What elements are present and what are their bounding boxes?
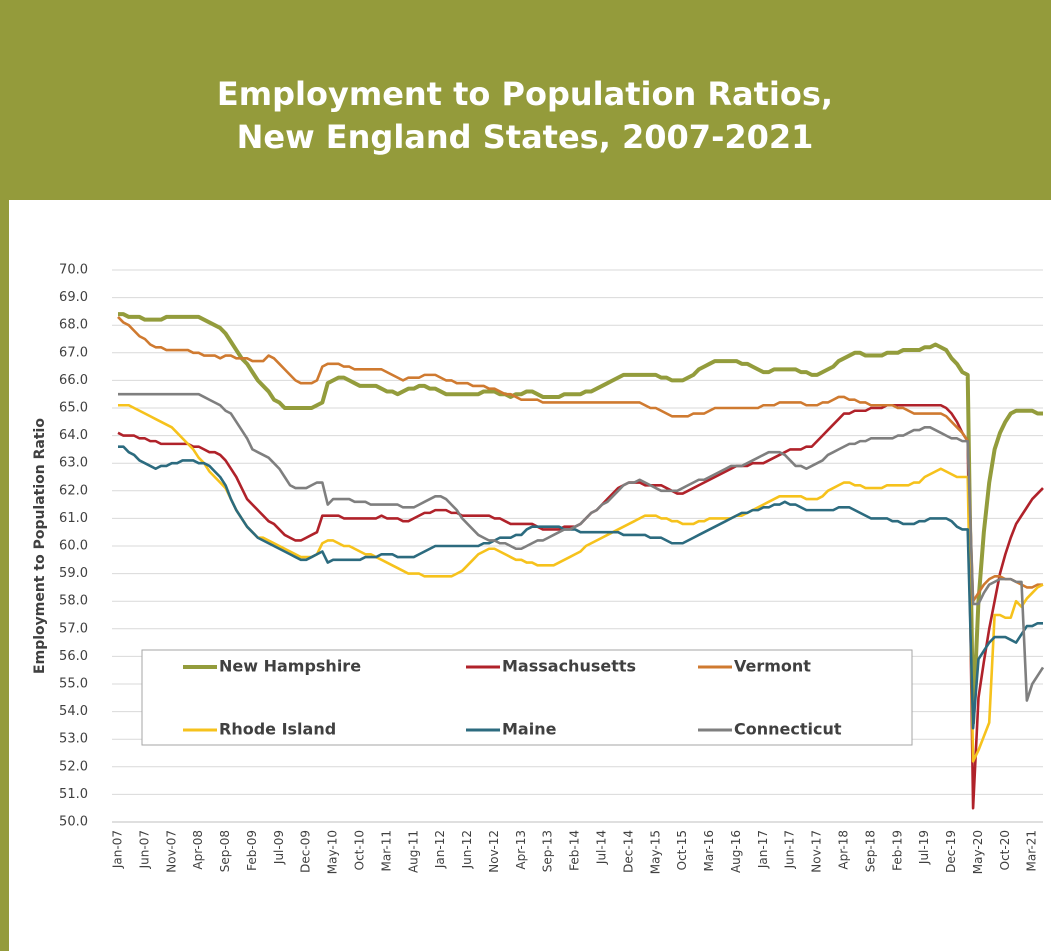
y-tick-label: 65.0 [59, 401, 88, 416]
legend-label: Connecticut [734, 720, 842, 739]
legend-box [141, 649, 913, 746]
y-tick-label: 61.0 [59, 511, 88, 526]
x-tick-label: Sep-08 [218, 830, 232, 872]
y-tick-label: 59.0 [59, 566, 88, 581]
y-tick-label: 69.0 [59, 290, 88, 305]
x-tick-label: Jan-07 [111, 830, 125, 869]
x-tick-label: May-15 [648, 830, 662, 874]
x-tick-label: Oct-15 [675, 830, 689, 870]
x-tick-label: Sep-18 [863, 830, 877, 872]
series-line [118, 312, 1043, 725]
y-tick-label: 56.0 [59, 649, 88, 664]
legend-label: Vermont [734, 657, 811, 676]
y-tick-label: 64.0 [59, 428, 88, 443]
x-tick-label: Nov-07 [164, 830, 178, 873]
x-tick-label: Nov-12 [487, 830, 501, 873]
left-border [0, 200, 9, 951]
x-tick-label: Feb-09 [245, 830, 259, 871]
x-tick-label: Mar-21 [1025, 830, 1039, 871]
x-tick-label: Apr-18 [837, 830, 851, 870]
y-axis-title: Employment to Population Ratio [32, 418, 48, 674]
x-tick-label: Jul-19 [917, 830, 931, 865]
legend-label: Maine [502, 720, 557, 739]
series-line [118, 392, 1045, 702]
x-tick-label: Dec-14 [621, 830, 635, 873]
y-tick-label: 58.0 [59, 594, 88, 609]
x-tick-label: Dec-19 [944, 830, 958, 873]
x-tick-label: Apr-08 [191, 830, 205, 870]
y-tick-label: 51.0 [59, 787, 88, 802]
y-tick-label: 54.0 [59, 704, 88, 719]
x-tick-label: Apr-13 [514, 830, 528, 870]
y-tick-label: 57.0 [59, 621, 88, 636]
header-band [0, 0, 1051, 200]
y-tick-label: 50.0 [59, 815, 88, 830]
y-tick-label: 70.0 [59, 263, 88, 278]
y-tick-label: 62.0 [59, 483, 88, 498]
y-tick-label: 67.0 [59, 345, 88, 360]
x-tick-label: Oct-10 [353, 830, 367, 870]
series-line [117, 403, 1044, 810]
y-tick-label: 63.0 [59, 456, 88, 471]
legend-label: Massachusetts [502, 657, 636, 676]
x-tick-label: Mar-11 [379, 830, 393, 871]
x-tick-label: Feb-14 [568, 830, 582, 871]
x-tick-label: Nov-17 [810, 830, 824, 873]
x-tick-label: Jan-12 [433, 830, 447, 869]
x-tick-label: Jun-12 [460, 830, 474, 869]
series-line [118, 445, 1043, 730]
y-tick-label: 55.0 [59, 677, 88, 692]
x-tick-label: May-10 [326, 830, 340, 874]
x-tick-label: Sep-13 [541, 830, 555, 872]
y-tick-label: 52.0 [59, 759, 88, 774]
x-tick-label: Aug-16 [729, 830, 743, 873]
legend-label: New Hampshire [219, 657, 361, 676]
legend-label: Rhode Island [219, 720, 336, 739]
x-tick-label: Jan-17 [756, 830, 770, 869]
chart-title: Employment to Population Ratios, [217, 75, 833, 113]
x-tick-label: Jul-09 [272, 830, 286, 865]
x-tick-label: Jul-14 [595, 830, 609, 865]
x-tick-label: Aug-11 [406, 830, 420, 873]
chart-title: New England States, 2007-2021 [237, 118, 814, 156]
y-tick-label: 66.0 [59, 373, 88, 388]
y-tick-label: 68.0 [59, 318, 88, 333]
y-tick-label: 60.0 [59, 539, 88, 554]
x-tick-label: Feb-19 [890, 830, 904, 871]
y-tick-label: 53.0 [59, 732, 88, 747]
x-tick-label: May-20 [971, 830, 985, 874]
x-tick-label: Mar-16 [702, 830, 716, 871]
x-tick-label: Jun-17 [783, 830, 797, 869]
x-tick-label: Jun-07 [137, 830, 151, 869]
series-line [117, 316, 1043, 603]
x-tick-label: Oct-20 [998, 830, 1012, 870]
series-line [118, 403, 1044, 763]
x-tick-label: Dec-09 [299, 830, 313, 873]
